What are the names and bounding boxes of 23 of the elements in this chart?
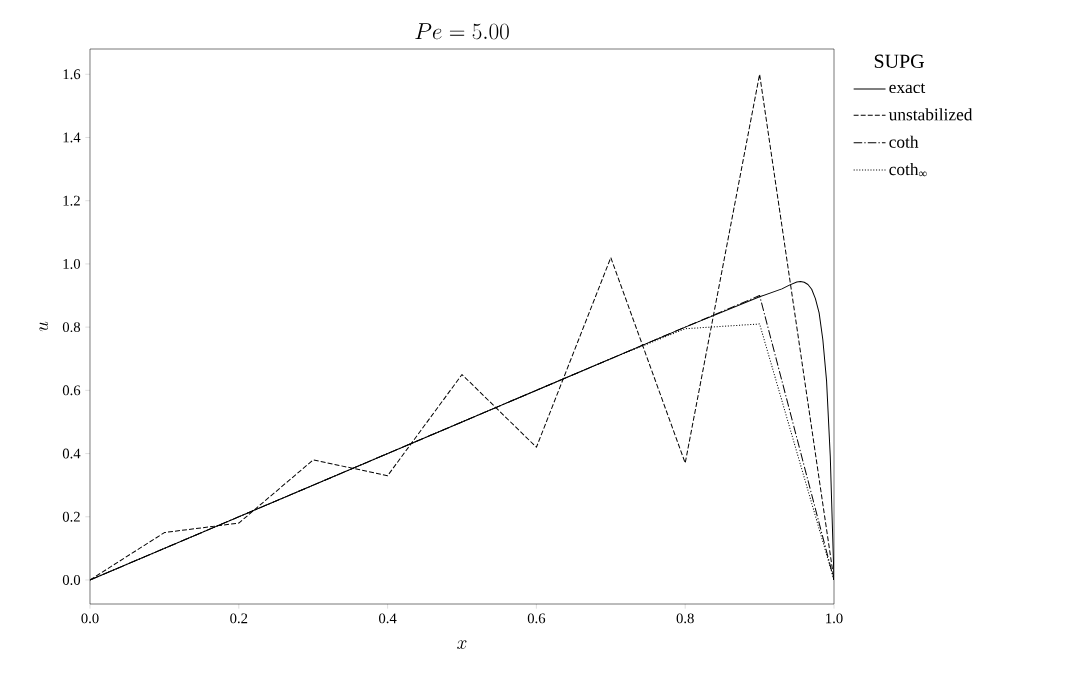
y-tick-label: 0.6: [62, 385, 81, 396]
y-tick-label: 1.2: [63, 195, 80, 206]
y-tick-label: 0.0: [62, 575, 81, 585]
chart-title: $Pe = 5.00$: [415, 23, 509, 40]
legend-label: exact: [889, 83, 926, 94]
legend-label: coth$_{∞}$: [889, 162, 927, 177]
x-axis-title: $x$: [457, 640, 467, 649]
y-tick-label: 1.6: [63, 69, 81, 80]
y-axis-title: $u$: [39, 321, 48, 332]
x-tick-label: 0.2: [230, 613, 248, 624]
x-tick-label: 1.0: [826, 613, 843, 624]
y-tick-label: 0.8: [62, 322, 81, 333]
legend-title: SUPG: [874, 54, 925, 69]
x-tick-label: 0.6: [527, 613, 546, 624]
y-tick-label: 1.4: [63, 132, 81, 143]
y-tick-label: 1.0: [63, 258, 81, 269]
x-tick-label: 0.0: [81, 613, 99, 624]
y-tick-label: 0.2: [62, 511, 80, 522]
y-tick-label: 0.4: [62, 448, 81, 459]
x-tick-label: 0.4: [379, 613, 397, 624]
legend-label: coth: [889, 135, 919, 148]
x-tick-label: 0.8: [676, 613, 694, 624]
legend-label: unstabilized: [888, 108, 973, 121]
